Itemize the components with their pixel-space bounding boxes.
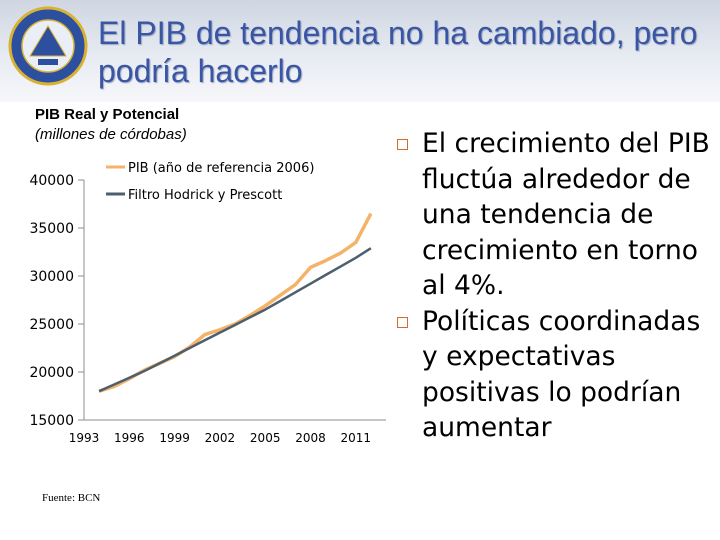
y-tick-label: 40000 [29,173,74,189]
y-tick-label: 35000 [29,221,74,237]
y-tick-label: 30000 [29,269,74,285]
x-tick-label: 2002 [205,431,236,445]
x-tick-label: 1999 [159,431,190,445]
chart-subtitle: (millones de córdobas) [35,126,187,143]
x-tick-label: 2005 [250,431,281,445]
y-tick-label: 15000 [29,413,74,429]
bullet-item: El crecimiento del PIB fluctúa alrededor… [397,126,717,304]
series-line-trend [98,247,372,393]
series-line-actual [98,212,373,393]
bcn-seal-icon [8,6,88,86]
chart-title: PIB Real y Potencial [35,106,180,123]
bullet-list: El crecimiento del PIB fluctúa alrededor… [397,126,717,446]
bullet-text: El crecimiento del PIB fluctúa alrededor… [422,128,710,301]
x-tick-label: 1993 [69,431,100,445]
bullet-square-icon [397,316,408,328]
x-tick-label: 1996 [114,431,145,445]
bullet-square-icon [397,139,408,150]
page-title: El PIB de tendencia no ha cambiado, pero… [98,15,698,89]
bullet-item: Políticas coordinadas y expectativas pos… [397,304,717,446]
source-note: Fuente: BCN [42,492,101,504]
y-tick-label: 25000 [29,317,74,333]
header-band: El PIB de tendencia no ha cambiado, pero… [0,0,720,102]
gdp-line-chart: 40000 35000 30000 25000 20000 15000 1993 1996 19… [29,161,386,445]
x-tick-label: 2008 [295,431,326,445]
legend-label: PIB (año de referencia 2006) [128,161,314,176]
legend-label: Filtro Hodrick y Prescott [128,188,282,203]
x-tick-label: 2011 [341,431,372,445]
bullet-text: Políticas coordinadas y expectativas pos… [422,305,701,444]
y-tick-label: 20000 [29,365,74,381]
